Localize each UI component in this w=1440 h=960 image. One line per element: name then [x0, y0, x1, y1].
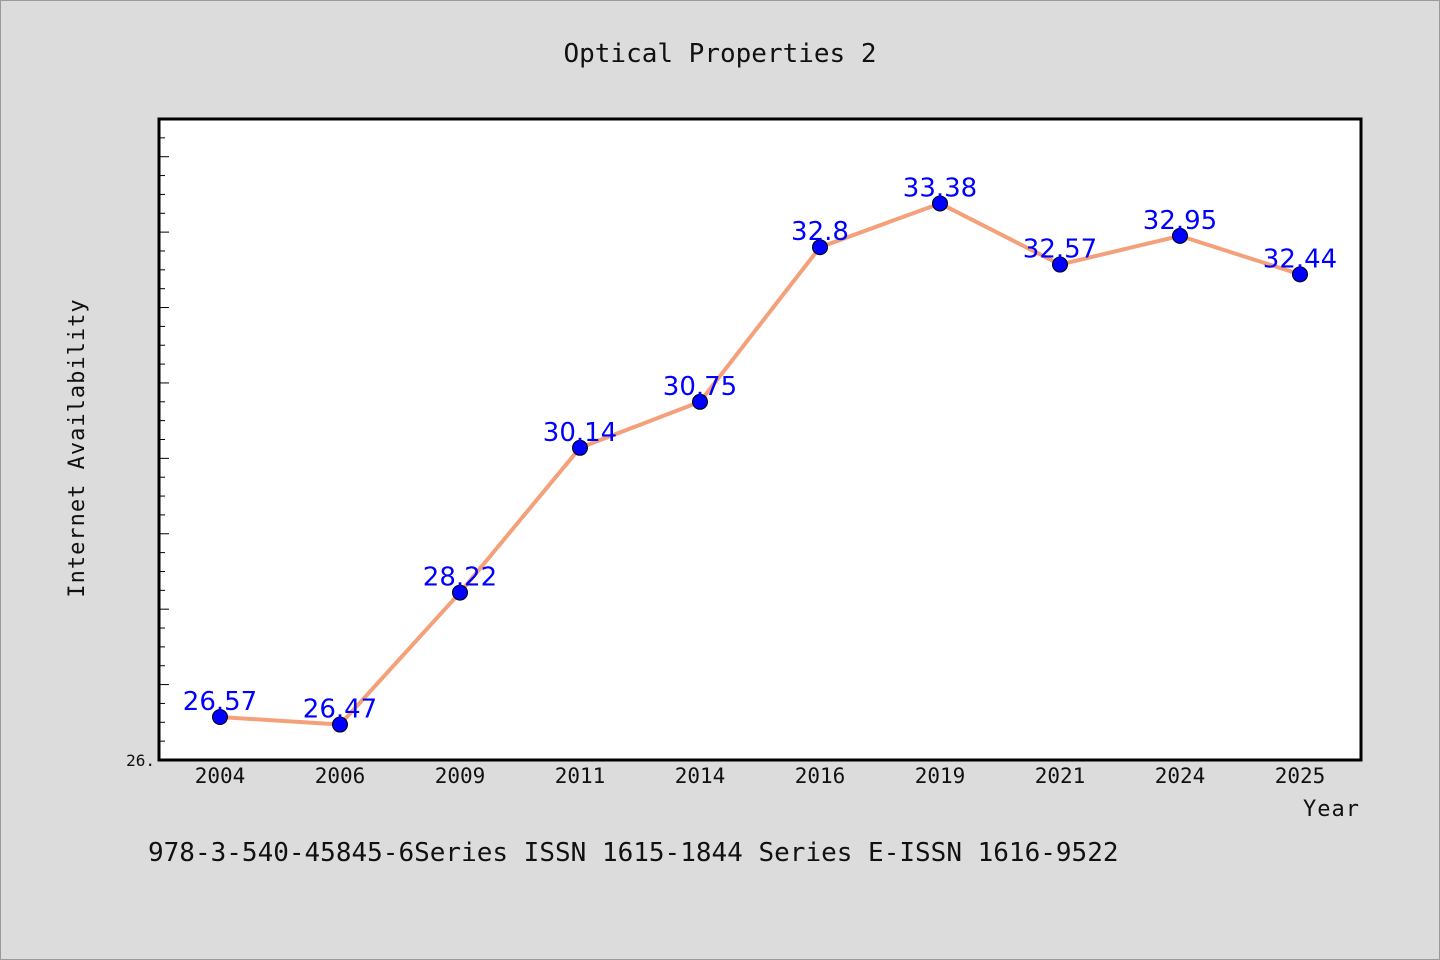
x-tick-label: 2024	[1155, 764, 1206, 788]
data-label: 32.95	[1143, 206, 1217, 236]
data-point	[1052, 256, 1068, 273]
data-point	[332, 716, 348, 733]
data-label: 28.22	[423, 563, 497, 593]
data-label: 33.38	[903, 173, 977, 203]
x-tick-label: 2004	[195, 764, 246, 788]
data-point	[1172, 227, 1188, 244]
x-tick-label: 2006	[315, 764, 366, 788]
plot-area	[157, 117, 1363, 762]
y-axis-ticks	[159, 137, 169, 742]
data-point	[692, 393, 708, 410]
x-tick-label: 2011	[555, 764, 606, 788]
data-label: 32.57	[1023, 235, 1097, 265]
data-point	[932, 195, 948, 212]
data-point	[452, 584, 468, 601]
x-axis-tick-labels: 2004 2006 2009 2011 2014 2016 2019 2021 2024 2025	[195, 764, 1326, 788]
data-label: 30.75	[663, 372, 737, 402]
chart-title: Optical Properties 2	[563, 39, 876, 69]
data-point	[1292, 266, 1308, 283]
data-label: 32.8	[791, 217, 849, 247]
data-point	[572, 439, 588, 456]
x-tick-label: 2025	[1275, 764, 1326, 788]
series-line	[218, 201, 1302, 727]
data-labels: 26.57 26.47 28.22 30.14 30.75 32.8 33.38 32.57 3…	[183, 173, 1337, 724]
data-markers	[212, 195, 1308, 733]
x-tick-label: 2021	[1035, 764, 1086, 788]
data-label: 30.14	[543, 418, 617, 448]
footer-isbn-issn: 978-3-540-45845-6Series ISSN 1615-1844 S…	[148, 838, 1119, 868]
y-axis-title: Internet Availability	[65, 298, 90, 597]
data-label: 26.57	[183, 687, 257, 717]
data-label: 32.44	[1263, 244, 1337, 274]
x-tick-label: 2019	[915, 764, 966, 788]
series-line-group	[218, 201, 1302, 727]
x-tick-label: 2016	[795, 764, 846, 788]
data-point	[212, 709, 228, 726]
data-point	[812, 239, 828, 256]
x-axis-title: Year	[1303, 797, 1360, 822]
x-tick-label: 2009	[435, 764, 486, 788]
x-tick-label: 2014	[675, 764, 726, 788]
data-label: 26.47	[303, 695, 377, 725]
y-axis-min-label: 26.	[126, 751, 155, 770]
